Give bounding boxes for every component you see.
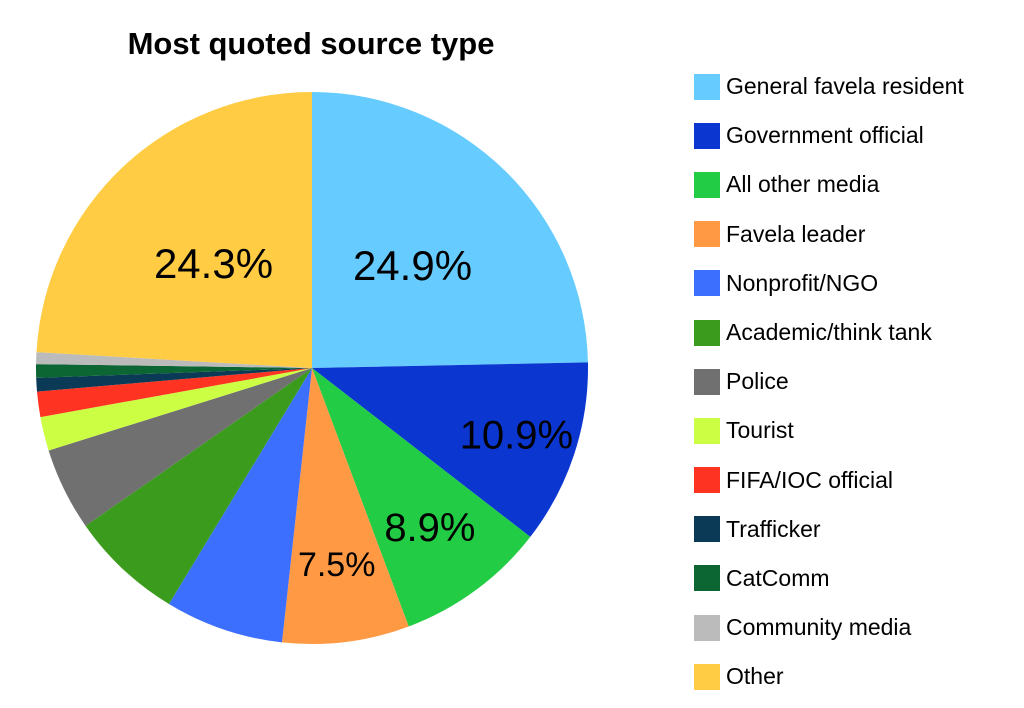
pie-slice-community-media	[36, 352, 312, 368]
legend-item-other: Other	[694, 652, 964, 701]
legend-swatch	[694, 122, 720, 149]
legend-item-favela-leader: Favela leader	[694, 210, 964, 259]
legend-swatch	[694, 614, 720, 641]
legend-item-all-other-media: All other media	[694, 160, 964, 209]
chart-title: Most quoted source type	[127, 26, 495, 61]
pie-slice-trafficker	[36, 368, 313, 392]
pie-slice-government-official	[312, 362, 588, 537]
pie-slice-other	[36, 92, 313, 368]
legend-swatch	[694, 221, 720, 248]
legend-item-government-official: Government official	[694, 111, 964, 160]
legend-item-police: Police	[694, 357, 964, 406]
pie-slice-general-favela-resident	[312, 92, 588, 368]
legend-label: Nonprofit/NGO	[726, 269, 879, 296]
legend-item-general-favela-resident: General favela resident	[694, 62, 964, 111]
legend-label: Government official	[726, 122, 924, 149]
pie-slice-academic-think-tank	[85, 368, 312, 605]
legend-swatch	[694, 417, 720, 444]
data-label-general-favela-resident: 24.9%	[353, 242, 472, 289]
legend-label: General favela resident	[726, 73, 964, 100]
pie-slice-favela-leader	[281, 368, 409, 644]
legend-label: Community media	[726, 614, 912, 641]
legend-swatch	[694, 171, 720, 198]
legend-swatch	[694, 73, 720, 100]
legend: General favela resident Government offici…	[694, 62, 964, 701]
legend-item-fifa-ioc-official: FIFA/IOC official	[694, 456, 964, 505]
data-label-other: 24.3%	[154, 240, 273, 287]
legend-swatch	[694, 368, 720, 395]
pie-slice-catcomm	[36, 364, 312, 378]
pie-slice-tourist	[40, 368, 312, 451]
legend-swatch	[694, 516, 720, 543]
legend-swatch	[694, 270, 720, 297]
pie-slice-fifa-ioc-official	[37, 368, 312, 418]
pie-slice-police	[48, 368, 313, 526]
legend-label: Trafficker	[726, 515, 821, 542]
data-label-all-other-media: 8.9%	[384, 506, 475, 550]
legend-item-community-media: Community media	[694, 603, 964, 652]
legend-swatch	[694, 663, 720, 690]
legend-label: Academic/think tank	[726, 319, 932, 346]
legend-swatch	[694, 565, 720, 592]
legend-item-nonprofit-ngo: Nonprofit/NGO	[694, 259, 964, 308]
pie-slice-all-other-media	[312, 368, 531, 627]
data-label-government-official: 10.9%	[460, 414, 573, 458]
legend-label: Police	[726, 368, 789, 395]
data-label-favela-leader: 7.5%	[298, 546, 376, 584]
legend-label: Other	[726, 663, 784, 690]
legend-label: Tourist	[726, 417, 794, 444]
pie-slice-nonprofit-ngo	[168, 368, 312, 643]
legend-swatch	[694, 319, 720, 346]
legend-item-tourist: Tourist	[694, 406, 964, 455]
legend-item-academic-think-tank: Academic/think tank	[694, 308, 964, 357]
legend-label: CatComm	[726, 564, 830, 591]
legend-item-trafficker: Trafficker	[694, 505, 964, 554]
legend-label: FIFA/IOC official	[726, 466, 894, 493]
legend-label: All other media	[726, 171, 880, 198]
pie-chart: 24.9% 10.9% 8.9%7.5% 24.3%	[36, 92, 588, 644]
legend-swatch	[694, 467, 720, 494]
legend-item-catcomm: CatComm	[694, 554, 964, 603]
legend-label: Favela leader	[726, 220, 866, 247]
